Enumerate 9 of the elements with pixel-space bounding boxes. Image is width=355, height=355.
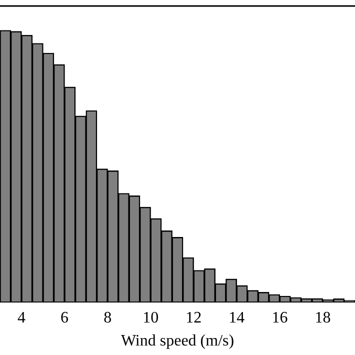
x-axis-title: Wind speed (m/s) — [120, 332, 234, 350]
x-tick-label: 12 — [186, 309, 202, 326]
x-tick-label: 16 — [272, 309, 288, 326]
x-tick-label: 8 — [104, 309, 112, 326]
x-tick-label: 10 — [142, 309, 159, 326]
x-tick-label: 6 — [60, 309, 69, 326]
x-tick-label: 14 — [228, 309, 245, 326]
x-tick-label: 4 — [18, 309, 26, 326]
x-tick-label: 18 — [314, 309, 331, 326]
